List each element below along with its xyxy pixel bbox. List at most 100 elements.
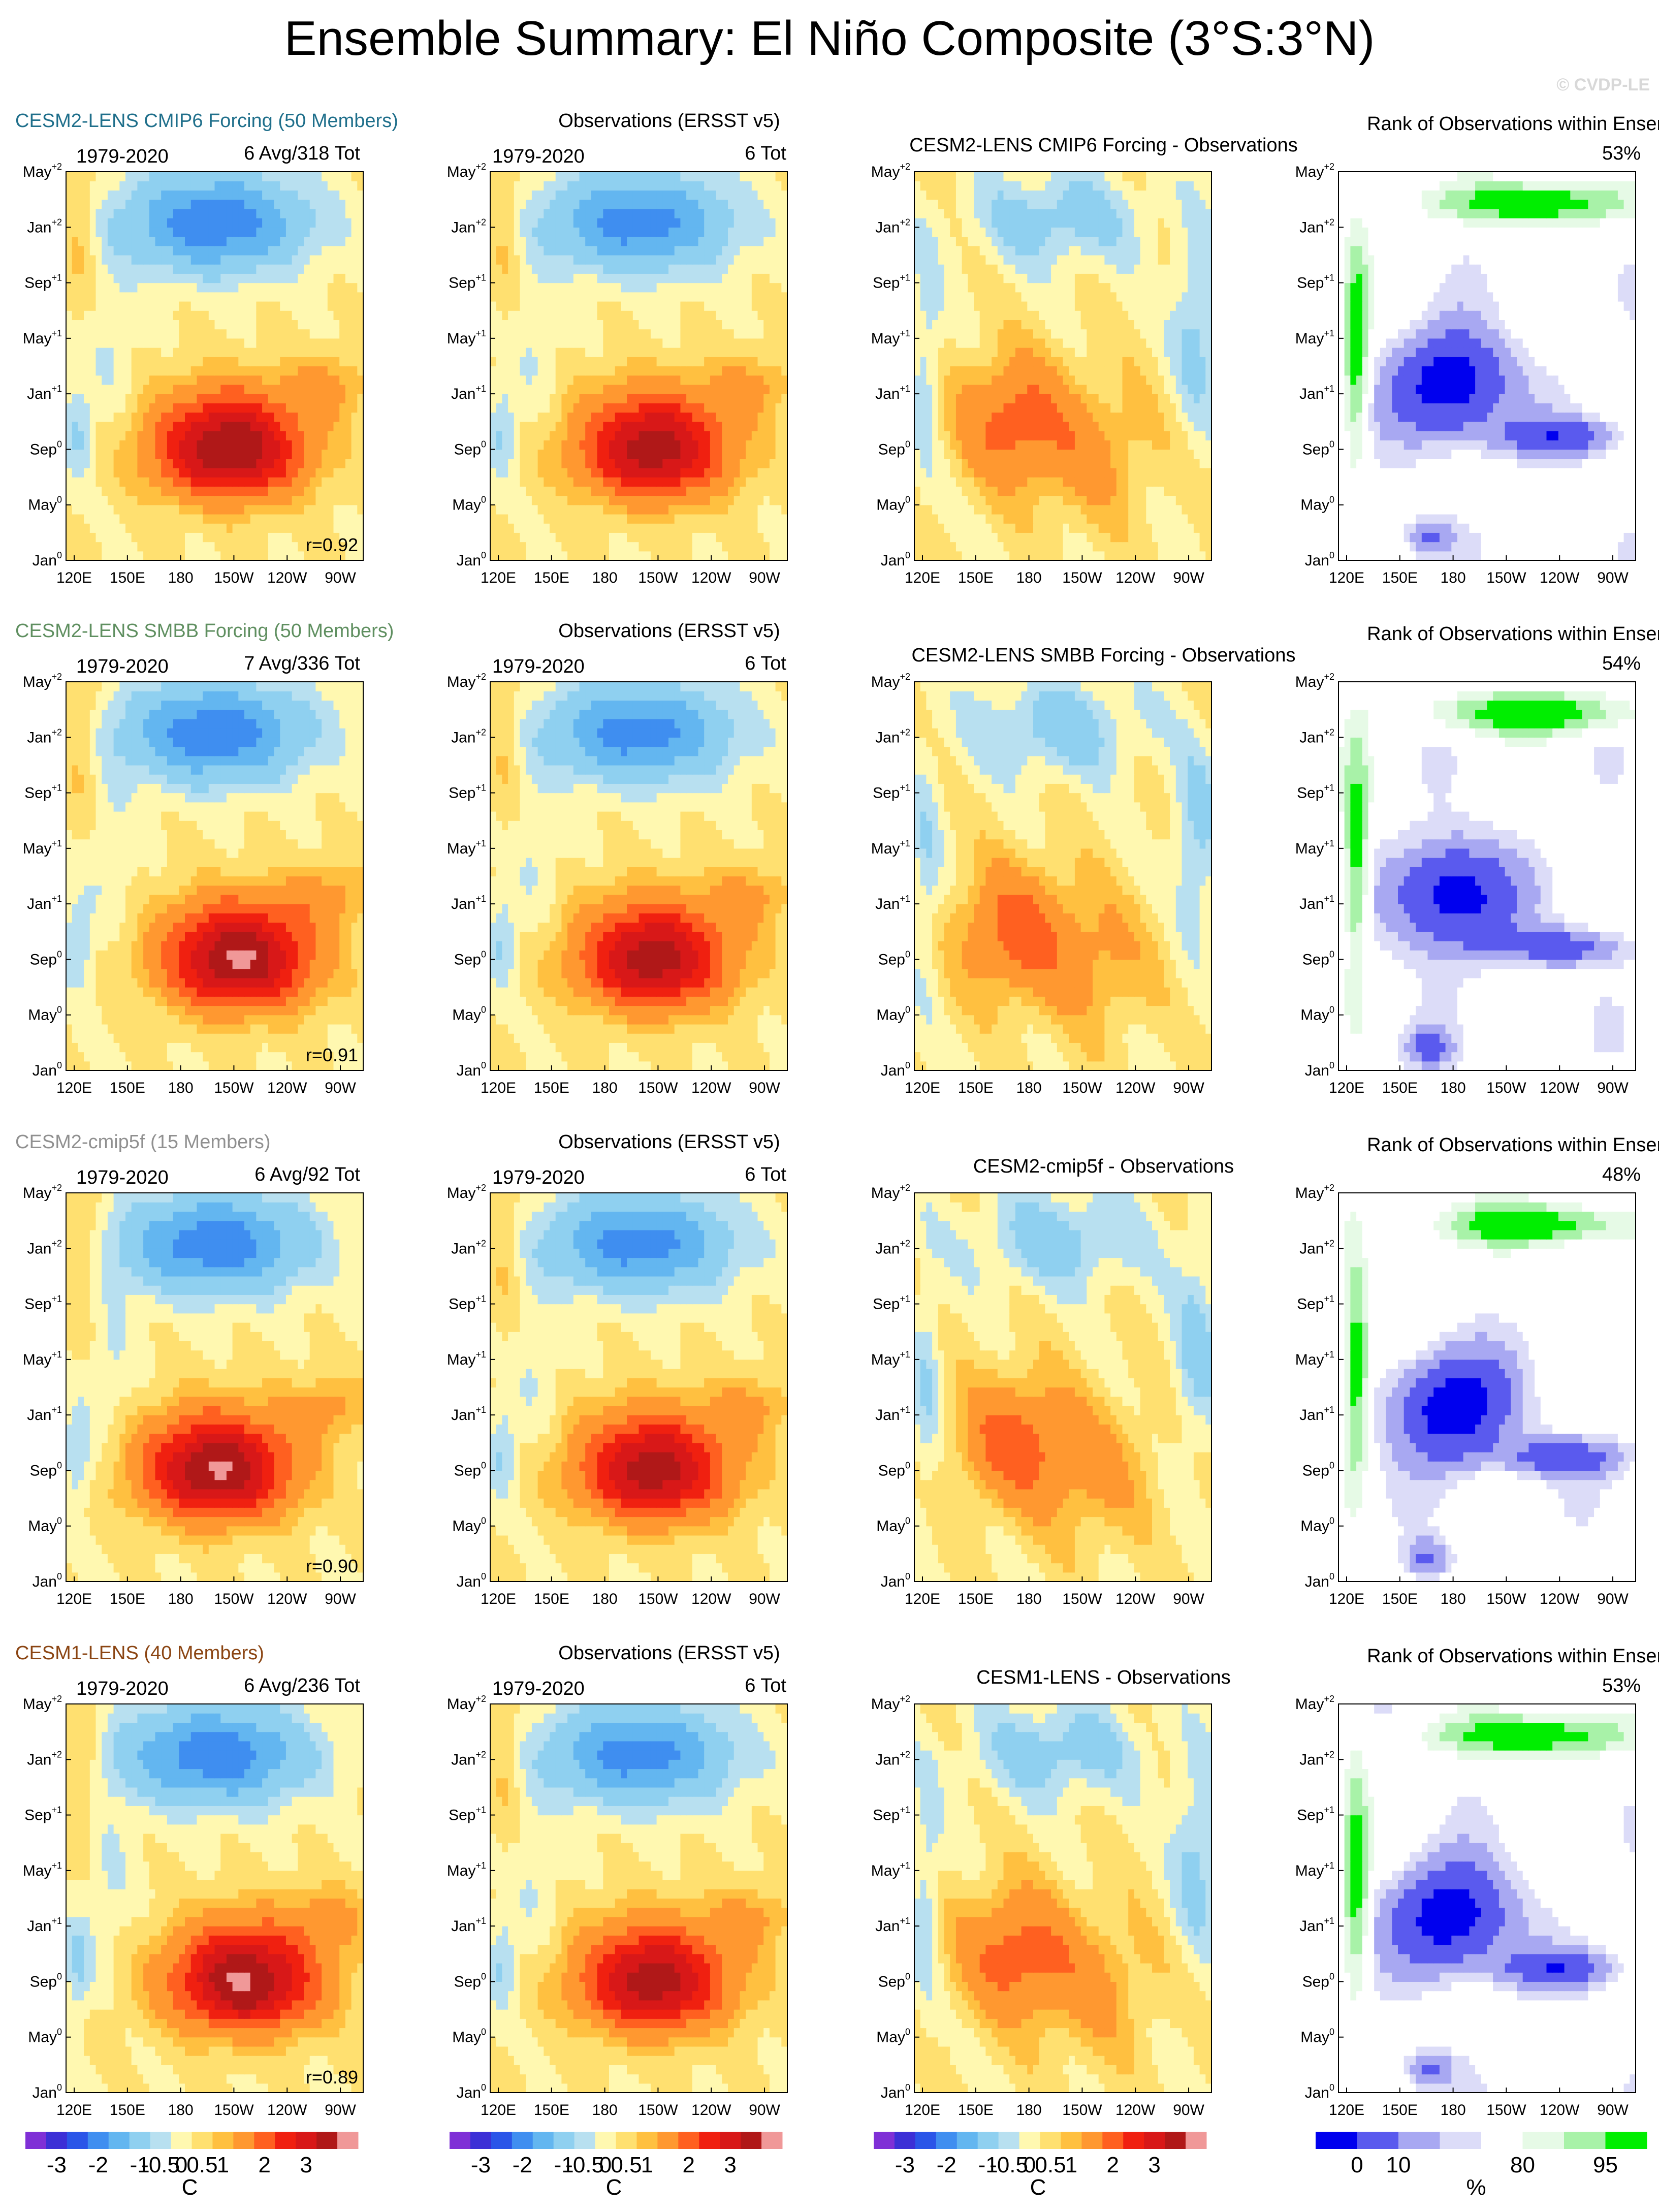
heatmap-cell: [668, 514, 675, 524]
heatmap-cell: [143, 496, 149, 505]
heatmap-cell: [662, 440, 668, 450]
heatmap-cell: [322, 523, 328, 533]
heatmap-cell: [621, 459, 627, 468]
heatmap-cell: [621, 523, 627, 533]
heatmap-cell: [119, 200, 125, 209]
heatmap-cell: [96, 237, 102, 246]
heatmap-cell: [185, 459, 191, 468]
heatmap-cell: [770, 403, 776, 413]
heatmap-cell: [66, 347, 72, 357]
heatmap-cell: [692, 403, 698, 413]
heatmap-cell: [322, 366, 328, 376]
heatmap-cell: [244, 237, 250, 246]
heatmap-cell: [114, 422, 120, 431]
heatmap-cell: [72, 422, 78, 431]
heatmap-cell: [125, 486, 132, 496]
heatmap-cell: [573, 514, 580, 524]
heatmap-cell: [114, 347, 120, 357]
heatmap-cell: [161, 486, 167, 496]
heatmap-cell: [550, 431, 556, 440]
heatmap-cell: [621, 542, 627, 552]
heatmap-cell: [238, 310, 244, 320]
heatmap-cell: [197, 218, 203, 228]
heatmap-cell: [544, 459, 550, 468]
heatmap-cell: [490, 385, 496, 394]
heatmap-cell: [90, 477, 96, 487]
heatmap-cell: [292, 273, 298, 283]
heatmap-cell: [710, 523, 716, 533]
heatmap-cell: [315, 273, 322, 283]
heatmap-cell: [185, 347, 191, 357]
heatmap-cell: [315, 514, 322, 524]
heatmap-cell: [334, 375, 340, 385]
heatmap-cell: [179, 468, 185, 478]
heatmap-cell: [304, 218, 310, 228]
heatmap-cell: [502, 449, 508, 459]
heatmap-cell: [96, 431, 102, 440]
heatmap-cell: [603, 413, 609, 422]
heatmap-cell: [149, 264, 155, 274]
heatmap-cell: [149, 523, 155, 533]
heatmap-cell: [220, 301, 227, 311]
heatmap-cell: [580, 542, 586, 552]
heatmap-cell: [292, 431, 298, 440]
heatmap-cell: [125, 292, 132, 302]
heatmap-cell: [114, 246, 120, 256]
heatmap-cell: [633, 468, 639, 478]
heatmap-cell: [191, 357, 197, 366]
y-tick-superscript: +2: [51, 217, 62, 227]
heatmap-cell: [238, 246, 244, 256]
heatmap-cell: [119, 255, 125, 265]
heatmap-cell: [345, 283, 352, 293]
heatmap-cell: [298, 310, 304, 320]
heatmap-cell: [256, 190, 262, 200]
heatmap-cell: [262, 172, 268, 181]
heatmap-cell: [657, 477, 663, 487]
heatmap-cell: [209, 394, 215, 403]
heatmap-cell: [167, 366, 173, 376]
heatmap-cell: [96, 449, 102, 459]
heatmap-cell: [532, 413, 538, 422]
heatmap-cell: [345, 190, 352, 200]
heatmap-cell: [209, 431, 215, 440]
heatmap-cell: [256, 496, 262, 505]
heatmap-cell: [215, 449, 221, 459]
heatmap-cell: [102, 486, 108, 496]
heatmap-cell: [609, 459, 615, 468]
heatmap-cell: [125, 459, 132, 468]
heatmap-cell: [108, 264, 114, 274]
heatmap-cell: [328, 505, 334, 515]
heatmap-cell: [108, 190, 114, 200]
heatmap-cell: [167, 246, 173, 256]
heatmap-cell: [233, 532, 239, 542]
heatmap-cell: [339, 366, 345, 376]
heatmap-cell: [125, 338, 132, 348]
heatmap-cell: [173, 292, 179, 302]
heatmap-cell: [220, 486, 227, 496]
heatmap-cell: [752, 413, 758, 422]
heatmap-cell: [315, 190, 322, 200]
heatmap-cell: [315, 394, 322, 403]
heatmap-cell: [339, 523, 345, 533]
heatmap-cell: [66, 200, 72, 209]
heatmap-cell: [262, 320, 268, 329]
heatmap-cell: [84, 385, 90, 394]
heatmap-cell: [680, 542, 686, 552]
heatmap-cell: [66, 301, 72, 311]
heatmap-cell: [286, 440, 292, 450]
heatmap-cell: [704, 449, 710, 459]
heatmap-cell: [143, 514, 149, 524]
heatmap-cell: [220, 320, 227, 329]
heatmap-cell: [114, 255, 120, 265]
heatmap-cell: [657, 440, 663, 450]
heatmap-cell: [173, 477, 179, 487]
heatmap-cell: [268, 218, 274, 228]
heatmap-cell: [215, 375, 221, 385]
heatmap-cell: [710, 449, 716, 459]
heatmap-cell: [227, 413, 233, 422]
heatmap-cell: [215, 237, 221, 246]
heatmap-cell: [90, 385, 96, 394]
heatmap-cell: [215, 366, 221, 376]
heatmap-cell: [244, 385, 250, 394]
heatmap-cell: [561, 413, 567, 422]
